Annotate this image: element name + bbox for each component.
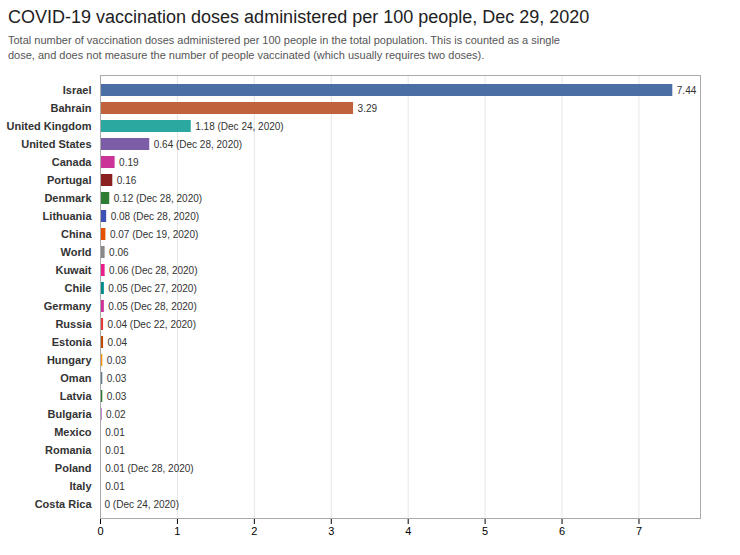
html-text:Total number of vaccination do: Total number of vaccination doses admini… xyxy=(8,33,560,61)
svg-text:4: 4 xyxy=(405,526,411,538)
svg-text:0: 0 xyxy=(97,526,103,538)
svg-text:0.01: 0.01 xyxy=(105,427,125,438)
html-text:COVID-19 vaccination doses adm: COVID-19 vaccination doses administered … xyxy=(8,7,590,27)
svg-text:Germany: Germany xyxy=(44,300,93,312)
svg-text:Russia: Russia xyxy=(55,318,92,330)
svg-text:7: 7 xyxy=(636,526,642,538)
svg-text:Hungary: Hungary xyxy=(47,354,93,366)
svg-text:5: 5 xyxy=(482,526,488,538)
svg-text:Estonia: Estonia xyxy=(52,336,93,348)
svg-text:0.01: 0.01 xyxy=(105,481,125,492)
svg-text:0.19: 0.19 xyxy=(119,157,139,168)
svg-text:Chile: Chile xyxy=(65,282,92,294)
svg-text:2: 2 xyxy=(251,526,257,538)
svg-text:3: 3 xyxy=(328,526,334,538)
svg-text:Italy: Italy xyxy=(69,480,92,492)
svg-text:Oman: Oman xyxy=(60,372,91,384)
svg-text:Bulgaria: Bulgaria xyxy=(47,408,92,420)
svg-text:0.64 (Dec 28, 2020): 0.64 (Dec 28, 2020) xyxy=(154,139,242,150)
svg-text:Portugal: Portugal xyxy=(47,174,92,186)
svg-text:Bahrain: Bahrain xyxy=(51,102,92,114)
svg-text:0.03: 0.03 xyxy=(107,355,127,366)
svg-text:United Kingdom: United Kingdom xyxy=(7,120,92,132)
svg-text:0.07 (Dec 19, 2020): 0.07 (Dec 19, 2020) xyxy=(110,229,198,240)
svg-text:0.06 (Dec 28, 2020): 0.06 (Dec 28, 2020) xyxy=(109,265,197,276)
svg-text:Mexico: Mexico xyxy=(54,426,92,438)
svg-text:Kuwait: Kuwait xyxy=(55,264,91,276)
svg-text:1: 1 xyxy=(174,526,180,538)
svg-text:World: World xyxy=(61,246,92,258)
svg-text:0.03: 0.03 xyxy=(107,373,127,384)
svg-text:0.01 (Dec 28, 2020): 0.01 (Dec 28, 2020) xyxy=(105,463,193,474)
svg-text:0.05 (Dec 27, 2020): 0.05 (Dec 27, 2020) xyxy=(108,283,196,294)
svg-text:3.29: 3.29 xyxy=(358,103,378,114)
svg-text:0.08 (Dec 28, 2020): 0.08 (Dec 28, 2020) xyxy=(111,211,199,222)
svg-text:0.02: 0.02 xyxy=(106,409,126,420)
svg-text:7.44: 7.44 xyxy=(677,85,697,96)
svg-text:0.04 (Dec 22, 2020): 0.04 (Dec 22, 2020) xyxy=(108,319,196,330)
svg-text:1.18 (Dec 24, 2020): 1.18 (Dec 24, 2020) xyxy=(195,121,283,132)
svg-text:0.03: 0.03 xyxy=(107,391,127,402)
svg-text:Costa Rica: Costa Rica xyxy=(35,498,93,510)
svg-text:Canada: Canada xyxy=(52,156,93,168)
svg-text:0.05 (Dec 28, 2020): 0.05 (Dec 28, 2020) xyxy=(108,301,196,312)
svg-text:Lithuania: Lithuania xyxy=(43,210,93,222)
svg-text:United States: United States xyxy=(21,138,91,150)
svg-text:0.12 (Dec 28, 2020): 0.12 (Dec 28, 2020) xyxy=(114,193,202,204)
svg-text:Israel: Israel xyxy=(63,84,92,96)
svg-text:Romania: Romania xyxy=(45,444,92,456)
svg-text:6: 6 xyxy=(559,526,565,538)
svg-text:0.06: 0.06 xyxy=(109,247,129,258)
svg-text:Latvia: Latvia xyxy=(60,390,93,402)
svg-text:0.04: 0.04 xyxy=(108,337,128,348)
svg-text:0.01: 0.01 xyxy=(105,445,125,456)
svg-text:Poland: Poland xyxy=(55,462,92,474)
svg-text:0.16: 0.16 xyxy=(117,175,137,186)
svg-text:Denmark: Denmark xyxy=(44,192,92,204)
svg-text:China: China xyxy=(61,228,92,240)
svg-text:0 (Dec 24, 2020): 0 (Dec 24, 2020) xyxy=(105,499,180,510)
